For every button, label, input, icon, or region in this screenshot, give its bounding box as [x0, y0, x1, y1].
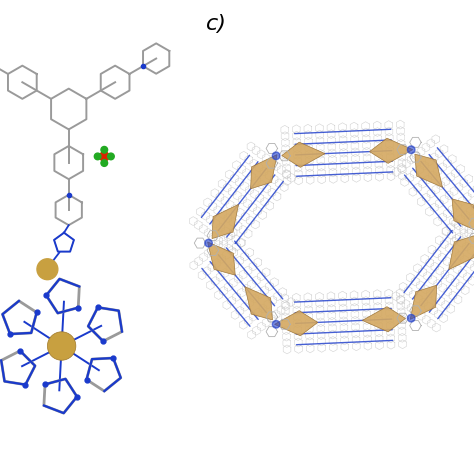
Circle shape — [272, 320, 280, 328]
Ellipse shape — [287, 185, 401, 270]
Polygon shape — [449, 236, 474, 270]
Polygon shape — [208, 242, 235, 275]
Polygon shape — [245, 287, 273, 320]
Circle shape — [94, 153, 101, 160]
Polygon shape — [362, 307, 406, 332]
Circle shape — [407, 314, 415, 322]
Circle shape — [272, 152, 280, 160]
Circle shape — [108, 153, 114, 160]
Polygon shape — [251, 155, 277, 189]
Polygon shape — [282, 142, 325, 167]
Circle shape — [100, 152, 109, 161]
Circle shape — [407, 146, 415, 154]
Polygon shape — [212, 204, 238, 238]
Circle shape — [101, 146, 108, 153]
Circle shape — [37, 259, 58, 280]
Polygon shape — [452, 199, 474, 232]
Ellipse shape — [166, 83, 474, 391]
Polygon shape — [415, 154, 442, 187]
Polygon shape — [410, 285, 437, 319]
Polygon shape — [274, 310, 318, 336]
Text: c): c) — [206, 14, 227, 34]
Circle shape — [101, 160, 108, 166]
Polygon shape — [370, 138, 413, 164]
Circle shape — [47, 332, 76, 360]
Circle shape — [205, 239, 212, 247]
